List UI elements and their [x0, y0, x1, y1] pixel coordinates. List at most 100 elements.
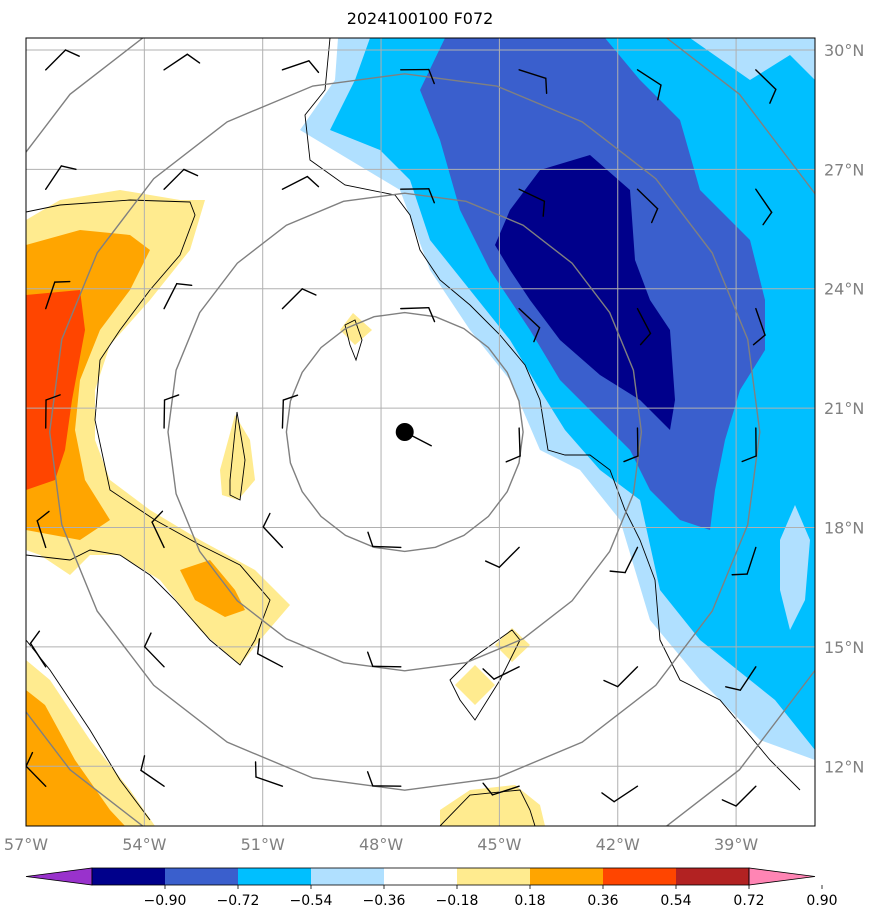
- wind-barb: [281, 288, 317, 310]
- colorbar-tick-label: −0.90: [144, 893, 187, 909]
- contour-lines: [26, 38, 801, 826]
- wind-barb: [755, 69, 777, 104]
- y-tick-label: 15°N: [824, 638, 864, 657]
- wind-barb: [367, 531, 402, 549]
- colorbar-frame: [91, 867, 750, 886]
- colorbar-segment: [92, 868, 165, 885]
- map-area: [26, 38, 815, 826]
- colorbar-tick-label: −0.36: [363, 893, 406, 909]
- map-frame: [25, 37, 816, 827]
- wind-barb: [281, 60, 320, 74]
- range-ring: [167, 192, 643, 672]
- colorbar: −0.90 −0.72 −0.54 −0.36 −0.18 0.18 0.36 0.54 0.7…: [25, 867, 838, 909]
- wind-barb: [45, 165, 77, 190]
- wind-barb: [140, 755, 165, 787]
- wind-barb: [254, 761, 284, 787]
- colorbar-segment: [311, 868, 384, 885]
- colorbar-tick-label: 0.18: [514, 893, 545, 909]
- colorbar-tick-label: 0.90: [806, 893, 837, 909]
- y-tick-label: 27°N: [824, 160, 864, 179]
- wind-barb: [256, 638, 284, 668]
- colorbar-segment: [384, 868, 457, 885]
- wind-barb: [163, 282, 193, 310]
- shade-yellow-island-4: [495, 628, 530, 662]
- wind-barb: [163, 168, 199, 190]
- range-ring: [285, 311, 524, 553]
- x-tick-label: 42°W: [596, 835, 640, 854]
- wind-barb: [518, 188, 546, 217]
- x-tick-label: 54°W: [122, 835, 166, 854]
- wind-barb: [26, 751, 47, 787]
- wind-barb: [45, 394, 61, 429]
- x-tick-label: 39°W: [714, 835, 758, 854]
- storm-center-wind-barb: [404, 431, 433, 447]
- wind-barb: [29, 630, 47, 668]
- wind-barb: [400, 68, 435, 85]
- wind-barb: [731, 546, 757, 576]
- x-tick-label: 45°W: [477, 835, 521, 854]
- shade-orange-sw: [26, 690, 125, 826]
- colorbar-segment: [603, 868, 676, 885]
- colorbar-tick-label: −0.54: [290, 893, 333, 909]
- wind-barb: [482, 666, 520, 680]
- wind-barb: [366, 771, 402, 787]
- wind-barb: [36, 510, 50, 549]
- shade-yellow-south-blob: [440, 785, 545, 826]
- x-axis-ticks: 57°W 54°W 51°W 48°W 45°W 42°W 39°W: [4, 835, 758, 854]
- gridlines: [26, 38, 815, 826]
- wind-barb: [518, 69, 548, 95]
- wind-barb: [741, 427, 757, 463]
- y-tick-label: 18°N: [824, 519, 864, 538]
- y-tick-label: 21°N: [824, 399, 864, 418]
- wind-barb: [636, 69, 662, 101]
- wind-barb: [623, 427, 639, 463]
- wind-barb: [281, 394, 299, 429]
- wind-barb: [752, 307, 766, 346]
- wind-barb: [603, 666, 639, 688]
- y-tick-label: 12°N: [824, 757, 864, 776]
- wind-barbs: [26, 49, 777, 807]
- colorbar-tick-label: 0.36: [587, 893, 618, 909]
- colorbar-tick-label: 0.54: [660, 893, 691, 909]
- wind-barb: [151, 510, 165, 549]
- colorbar-extend-low: [25, 867, 93, 886]
- wind-barb: [366, 651, 402, 668]
- wind-barb: [505, 427, 521, 463]
- wind-barb: [281, 175, 320, 190]
- wind-barb: [400, 188, 436, 204]
- colorbar-tick-label: 0.72: [733, 893, 764, 909]
- x-tick-label: 51°W: [241, 835, 285, 854]
- colorbar-segment: [676, 868, 749, 885]
- shade-orange-south: [180, 560, 245, 617]
- colorbar-segment: [165, 868, 238, 885]
- wind-barb: [163, 394, 180, 429]
- shade-light-blue-inner: [780, 505, 810, 630]
- wind-barb: [609, 546, 639, 574]
- wind-barb: [636, 307, 652, 346]
- wind-barb: [484, 546, 520, 568]
- wind-barb: [518, 307, 541, 343]
- chart-title: 2024100100 F072: [346, 9, 494, 28]
- x-tick-label: 48°W: [359, 835, 403, 854]
- shade-yellow-island-3: [455, 665, 495, 705]
- range-ring: [48, 73, 761, 791]
- wind-barb: [601, 785, 639, 803]
- colorbar-segment: [530, 868, 603, 885]
- colorbar-tick-label: −0.18: [436, 893, 479, 909]
- wind-barb: [400, 307, 436, 323]
- colorbar-segment: [457, 868, 530, 885]
- wind-barb: [482, 782, 520, 796]
- wind-barb: [721, 785, 757, 807]
- x-tick-label: 57°W: [4, 835, 48, 854]
- wind-barb: [45, 49, 80, 71]
- colorbar-extend-high: [748, 867, 816, 886]
- colorbar-segment: [238, 868, 311, 885]
- wind-barb: [755, 188, 773, 226]
- wind-barb: [725, 666, 757, 691]
- y-tick-label: 30°N: [824, 41, 864, 60]
- wind-barb: [636, 188, 659, 224]
- wind-barb: [143, 632, 165, 668]
- wind-barb: [262, 512, 284, 549]
- shade-yellow-island-1: [220, 415, 255, 500]
